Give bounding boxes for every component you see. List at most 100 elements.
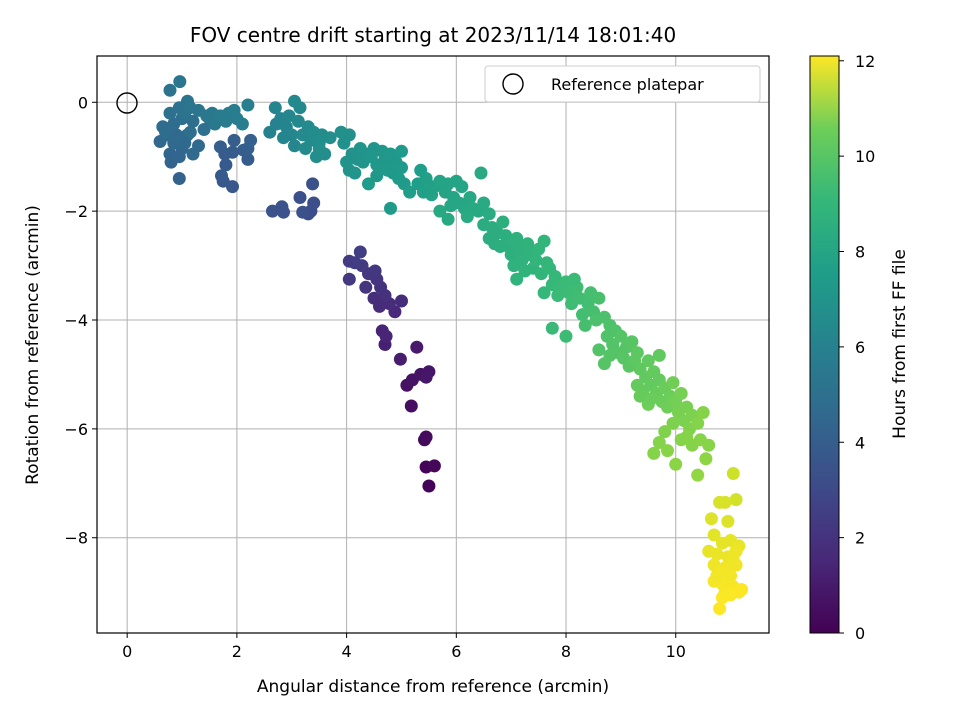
data-point xyxy=(715,591,729,605)
data-point xyxy=(186,114,200,128)
y-axis: 0 −2 −4 −6 −8 xyxy=(64,93,97,548)
data-point xyxy=(713,602,727,615)
data-point xyxy=(323,131,337,145)
legend-label: Reference platepar xyxy=(551,75,704,94)
data-point xyxy=(702,438,716,452)
data-point xyxy=(170,128,183,142)
data-point xyxy=(393,352,407,366)
data-point xyxy=(482,207,496,221)
colorbar-label: Hours from first FF file xyxy=(890,249,910,439)
data-point xyxy=(235,117,249,131)
data-point xyxy=(699,452,713,466)
x-axis: 0 2 4 6 8 10 xyxy=(122,633,686,661)
x-tick-label: 2 xyxy=(232,642,242,661)
data-point xyxy=(729,544,743,558)
data-point xyxy=(510,231,524,245)
data-point xyxy=(213,140,227,154)
data-point xyxy=(493,240,507,253)
data-point xyxy=(373,161,386,175)
data-point xyxy=(647,446,661,460)
data-point xyxy=(172,172,186,185)
data-point xyxy=(625,335,639,349)
data-point xyxy=(359,280,373,294)
y-tick-label: −6 xyxy=(64,420,88,439)
data-point xyxy=(362,177,375,191)
data-point xyxy=(348,166,362,180)
data-point xyxy=(696,406,710,419)
data-point xyxy=(455,180,469,194)
plot-frame xyxy=(96,55,770,634)
data-point xyxy=(666,416,680,430)
data-point xyxy=(404,399,418,413)
data-point xyxy=(661,444,674,458)
data-point xyxy=(578,318,592,332)
data-point xyxy=(192,139,205,153)
data-point xyxy=(666,376,680,390)
data-point xyxy=(545,321,559,335)
data-point xyxy=(658,425,672,439)
colorbar-ticks: 0 2 4 6 8 10 12 xyxy=(839,52,875,643)
data-point xyxy=(215,169,228,183)
colorbar-tick-label: 0 xyxy=(855,624,865,643)
reference-point-marker xyxy=(116,92,138,114)
data-point xyxy=(567,272,581,286)
data-point xyxy=(433,204,447,218)
data-point xyxy=(227,103,241,117)
data-point xyxy=(268,101,282,115)
data-point xyxy=(614,329,628,343)
colorbar-tick-label: 4 xyxy=(855,433,865,452)
data-point xyxy=(721,514,735,528)
data-point xyxy=(226,145,239,159)
data-point xyxy=(275,200,289,214)
data-point xyxy=(178,136,192,150)
data-point xyxy=(384,201,397,215)
data-point xyxy=(674,387,688,400)
data-point xyxy=(729,558,743,572)
data-point xyxy=(704,512,718,526)
data-point xyxy=(299,142,312,155)
x-tick-label: 10 xyxy=(666,642,686,661)
data-point xyxy=(427,459,441,473)
data-point xyxy=(306,177,320,191)
data-point xyxy=(244,133,258,147)
data-point xyxy=(277,131,290,145)
data-point xyxy=(288,94,301,108)
data-point xyxy=(410,340,424,354)
data-point xyxy=(395,161,408,175)
data-point xyxy=(592,291,606,305)
data-point xyxy=(644,392,658,406)
data-point xyxy=(603,348,617,362)
data-point xyxy=(630,378,644,392)
data-point xyxy=(293,191,307,204)
data-point xyxy=(691,468,705,482)
data-point xyxy=(422,479,436,493)
legend-box xyxy=(484,65,761,103)
x-tick-label: 6 xyxy=(451,642,461,661)
y-tick-label: −8 xyxy=(64,529,88,548)
data-point xyxy=(707,528,721,542)
y-axis-label: Rotation from reference (arcmin) xyxy=(23,205,43,485)
data-point xyxy=(460,210,474,224)
data-point xyxy=(379,329,393,343)
data-point xyxy=(296,205,310,219)
data-point xyxy=(551,289,565,302)
data-point xyxy=(471,204,485,218)
data-point xyxy=(669,457,683,471)
data-point xyxy=(718,495,732,509)
data-point xyxy=(241,98,255,112)
data-point xyxy=(197,123,211,136)
data-point xyxy=(288,139,301,153)
data-point xyxy=(219,114,233,128)
data-point xyxy=(416,185,430,199)
legend-marker-icon xyxy=(502,73,524,95)
data-point xyxy=(227,133,241,147)
colorbar-tick-label: 8 xyxy=(855,243,865,262)
data-point xyxy=(652,436,666,449)
data-point xyxy=(463,191,477,204)
colorbar-tick-label: 12 xyxy=(855,52,875,71)
data-point xyxy=(395,144,408,158)
data-point xyxy=(183,125,197,139)
data-point xyxy=(537,234,551,248)
data-point xyxy=(474,166,488,180)
